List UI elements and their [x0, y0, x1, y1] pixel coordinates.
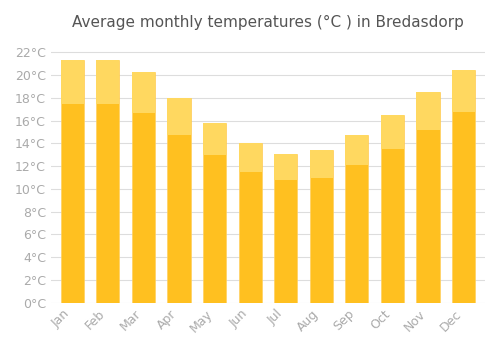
Bar — [416, 92, 440, 303]
Bar — [381, 115, 404, 303]
Bar — [381, 115, 404, 149]
Bar — [416, 92, 440, 130]
Bar — [452, 70, 475, 112]
Bar — [60, 60, 84, 303]
Bar — [274, 154, 297, 303]
Bar — [238, 144, 262, 172]
Bar — [168, 98, 190, 135]
Bar — [346, 135, 368, 303]
Bar — [96, 60, 120, 104]
Bar — [203, 123, 226, 155]
Bar — [203, 123, 226, 303]
Bar — [346, 135, 368, 166]
Bar — [60, 60, 84, 104]
Title: Average monthly temperatures (°C ) in Bredasdorp: Average monthly temperatures (°C ) in Br… — [72, 15, 464, 30]
Bar — [168, 98, 190, 303]
Bar — [310, 150, 333, 177]
Bar — [132, 72, 155, 113]
Bar — [132, 72, 155, 303]
Bar — [274, 154, 297, 180]
Bar — [238, 144, 262, 303]
Bar — [452, 70, 475, 303]
Bar — [96, 60, 120, 303]
Bar — [310, 150, 333, 303]
